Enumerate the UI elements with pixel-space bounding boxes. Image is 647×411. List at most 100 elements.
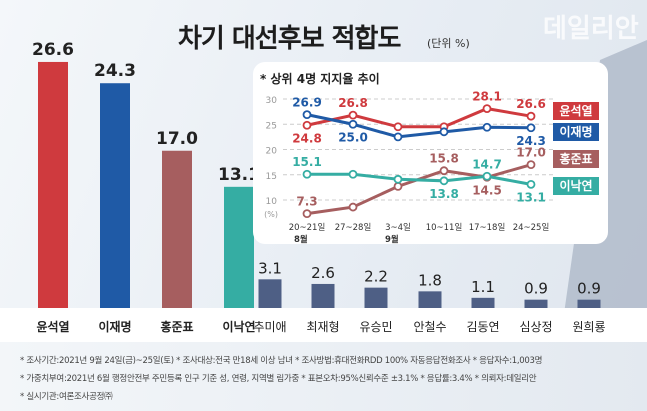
data-label: 14.7 xyxy=(472,157,502,171)
data-point xyxy=(393,174,403,184)
bar-유승민 xyxy=(364,287,388,308)
x-tick-label: 24~25일 xyxy=(513,223,550,233)
footnote-line: * 가중치부여:2021년 6월 행정안전부 주민등록 인구 기준 성, 연령,… xyxy=(20,374,537,384)
trend-title: * 상위 4명 지지율 추이 xyxy=(260,70,380,87)
bar-value-label: 1.8 xyxy=(418,271,442,289)
candidate-name-label: 김동연 xyxy=(466,320,499,334)
y-tick-label: 30 xyxy=(266,96,278,106)
legend-label: 홍준표 xyxy=(559,151,592,166)
bar-윤석열 xyxy=(38,61,68,309)
bar-원희룡 xyxy=(577,299,601,308)
data-point xyxy=(302,110,312,120)
data-point xyxy=(526,123,536,133)
x-tick-label: 3~4일 xyxy=(385,223,411,233)
bar-value-label: 0.9 xyxy=(577,280,601,298)
data-point xyxy=(393,122,403,132)
data-label: 24.3 xyxy=(516,134,546,148)
data-label: 28.1 xyxy=(472,90,502,104)
month-label: 9월 xyxy=(385,234,399,245)
line-윤석열 xyxy=(306,107,532,129)
bar-value-label: 2.2 xyxy=(364,268,388,286)
x-tick-label: 27~28일 xyxy=(335,223,372,233)
bar-김동연 xyxy=(471,297,495,308)
data-point xyxy=(439,166,449,176)
data-point xyxy=(302,120,312,130)
bar-value-label: 26.6 xyxy=(32,40,74,60)
data-point xyxy=(526,160,536,170)
bar-value-label: 1.1 xyxy=(471,278,495,296)
chart-title: 차기 대선후보 적합도 xyxy=(178,24,401,54)
data-point xyxy=(526,179,536,189)
data-label: 13.8 xyxy=(429,187,459,201)
bar-value-label: 0.9 xyxy=(524,280,548,298)
x-tick-label: 20~21일 xyxy=(289,223,326,233)
data-point xyxy=(348,110,358,120)
candidate-name-label: 추미애 xyxy=(253,320,286,334)
candidate-name-label: 유승민 xyxy=(359,320,392,334)
candidate-name-label: 심상정 xyxy=(519,320,552,334)
bar-이낙연 xyxy=(224,186,254,308)
data-point xyxy=(348,169,358,179)
data-point xyxy=(482,104,492,113)
candidate-name-label: 이재명 xyxy=(98,319,131,334)
unit-label: (단위 %) xyxy=(427,37,470,50)
y-tick-label: 15 xyxy=(266,172,277,182)
bar-value-label: 3.1 xyxy=(258,259,282,277)
bar-value-label: 17.0 xyxy=(156,129,198,149)
x-tick-label: 17~18일 xyxy=(469,223,506,233)
data-label: 25.0 xyxy=(338,130,368,144)
asterisk: * xyxy=(260,72,267,86)
data-point xyxy=(393,181,403,191)
data-label: 26.6 xyxy=(516,97,546,111)
y-tick-label: 20 xyxy=(266,147,278,157)
bar-안철수 xyxy=(418,291,442,308)
data-point xyxy=(348,119,358,129)
data-point xyxy=(439,127,449,137)
legend-swatch xyxy=(553,102,599,120)
candidate-name-label: 최재형 xyxy=(306,320,339,334)
bar-추미애 xyxy=(258,279,282,308)
legend-label: 윤석열 xyxy=(559,103,592,118)
bar-최재형 xyxy=(311,283,335,308)
legend-label: 이낙연 xyxy=(559,178,592,193)
month-label: 8월 xyxy=(294,234,308,245)
data-label: 26.9 xyxy=(292,96,322,110)
footnote-line: * 실시기관:여론조사공정㈜ xyxy=(20,392,113,402)
data-point xyxy=(348,202,358,212)
legend-swatch xyxy=(553,177,599,195)
legend-swatch xyxy=(553,123,599,141)
footer-notes: * 조사기간:2021년 9월 24일(금)~25일(토) * 조사대상:전국 … xyxy=(0,342,647,411)
line-이낙연 xyxy=(307,172,532,186)
line-이재명 xyxy=(306,113,532,139)
bar-value-label: 24.3 xyxy=(94,61,136,81)
bar-value-label: 2.6 xyxy=(311,264,335,282)
y-tick-label: 25 xyxy=(266,121,277,131)
data-label: 15.1 xyxy=(292,155,322,169)
data-point xyxy=(393,132,403,142)
bar-홍준표 xyxy=(162,150,192,308)
x-tick-label: 10~11일 xyxy=(426,223,463,233)
data-point xyxy=(482,171,492,181)
candidate-label-strip xyxy=(0,308,647,342)
data-label: 24.8 xyxy=(292,131,322,145)
data-label: 15.8 xyxy=(429,152,459,166)
bar-value-label: 13.1 xyxy=(218,165,260,185)
candidate-name-label: 윤석열 xyxy=(36,319,69,334)
data-label: 14.5 xyxy=(472,183,502,197)
data-point xyxy=(302,169,312,179)
data-label: 17.0 xyxy=(516,146,546,160)
line-홍준표 xyxy=(306,163,532,216)
data-point xyxy=(526,111,536,121)
bar-chart: 26.6 윤석열 24.3 이재명 17.0 홍준표 13.1 이낙연 3.1 추미애 2.6 최재형… xyxy=(32,40,606,334)
data-label: 13.1 xyxy=(516,190,546,204)
candidate-name-label: 홍준표 xyxy=(160,319,193,334)
data-point xyxy=(302,209,312,219)
legend-label: 이재명 xyxy=(559,124,592,139)
y-tick-label: 10 xyxy=(266,197,278,207)
data-point xyxy=(439,176,449,186)
y-axis-unit: (%) xyxy=(264,210,278,219)
candidate-name-label: 이낙연 xyxy=(222,319,255,334)
data-point xyxy=(482,122,492,132)
bar-심상정 xyxy=(524,299,548,308)
